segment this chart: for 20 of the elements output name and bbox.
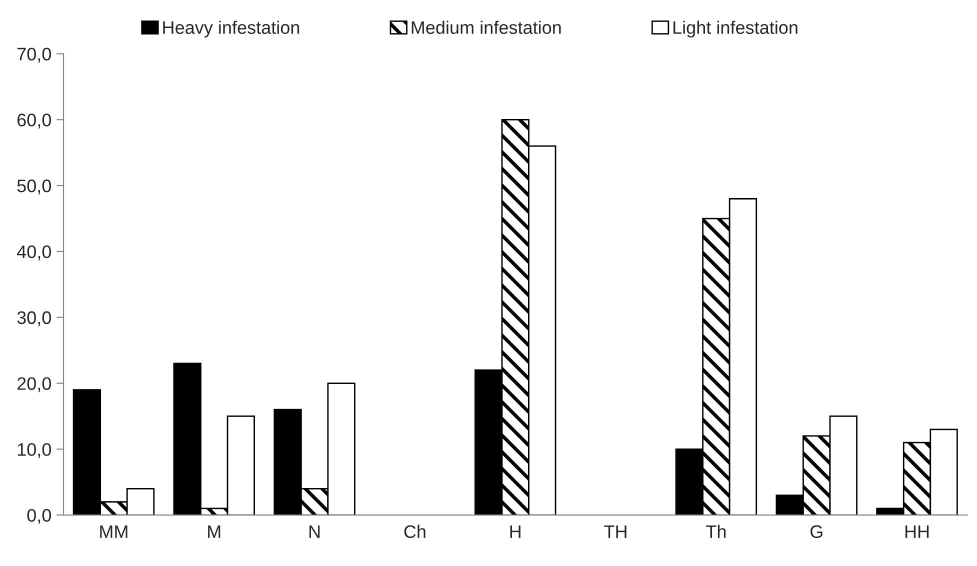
x-tick-label: TH	[604, 525, 626, 538]
x-tick-label: HH	[905, 525, 929, 538]
y-tick-label: 50,0	[17, 180, 51, 194]
y-tick-label: 30,0	[17, 311, 51, 326]
legend-label: Medium infestation	[412, 20, 561, 34]
y-tick-label: 0,0	[27, 508, 51, 524]
legend-label: Heavy infestation	[163, 20, 300, 38]
x-tick-label: H	[510, 525, 520, 538]
x-tick-label: G	[810, 525, 822, 538]
y-tick-label: 70,0	[17, 48, 51, 63]
x-tick-label: M	[208, 525, 220, 538]
y-tick-label: 60,0	[17, 114, 51, 129]
y-tick-label: 10,0	[18, 443, 51, 458]
y-tick-label: 20,0	[17, 377, 51, 392]
y-tick-label: 40,0	[16, 245, 51, 260]
legend-label: Light infestation	[674, 20, 798, 38]
x-tick-label: N	[310, 525, 320, 538]
x-tick-label: MM	[100, 525, 128, 538]
x-tick-label: Ch	[404, 524, 426, 538]
x-tick-label: Th	[706, 524, 726, 538]
